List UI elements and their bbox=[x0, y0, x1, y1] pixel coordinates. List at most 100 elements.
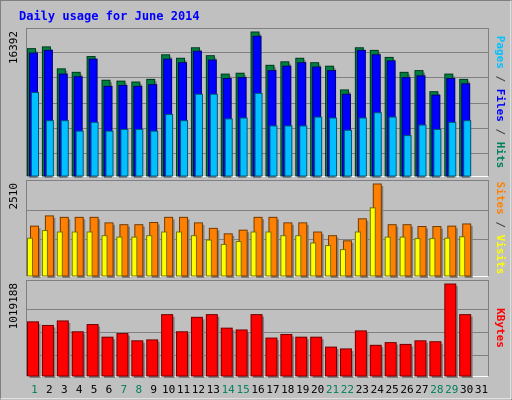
y-max-label: 1019188 bbox=[7, 283, 20, 329]
pages-bar-day-13 bbox=[209, 93, 218, 177]
kbytes-bar-day-26 bbox=[399, 343, 412, 377]
y-max-label: 16392 bbox=[7, 31, 20, 64]
sites-bar-day-1 bbox=[27, 237, 33, 277]
sites-bar-day-19 bbox=[295, 235, 302, 277]
kbytes-bar-day-20 bbox=[310, 336, 323, 377]
sites-bar-day-16 bbox=[250, 231, 257, 277]
kbytes-bar-day-7 bbox=[116, 333, 129, 377]
kbytes-bar-day-15 bbox=[235, 329, 248, 377]
pages-bar-day-19 bbox=[299, 125, 308, 177]
pages-bar-day-25 bbox=[388, 116, 397, 177]
x-tick-label-day-19: 19 bbox=[296, 383, 309, 396]
kbytes-bar-day-29 bbox=[444, 283, 457, 377]
x-tick-label-day-3: 3 bbox=[61, 383, 68, 396]
x-axis-day-labels: 1 2 3 4 5 6 7 8 9 10 11 12 13 14 15 16 17 18 19 20 21 22 23 24 2… bbox=[31, 383, 488, 396]
pages-bar-day-16 bbox=[254, 92, 263, 177]
pages-bar-day-18 bbox=[284, 125, 293, 177]
kbytes-bar-day-21 bbox=[325, 346, 338, 377]
kbytes-bar-day-30 bbox=[459, 314, 472, 377]
pages-bar-day-27 bbox=[418, 124, 427, 177]
x-tick-label-day-22: 22 bbox=[341, 383, 354, 396]
kbytes-bar-day-16 bbox=[250, 314, 263, 377]
kbytes-bar-day-2 bbox=[41, 324, 54, 377]
kbytes-bar-day-10 bbox=[161, 314, 174, 377]
pages-bar-day-7 bbox=[120, 128, 129, 177]
kbytes-bar-day-27 bbox=[414, 340, 427, 377]
pages-bar-day-14 bbox=[224, 118, 233, 177]
x-tick-label-day-2: 2 bbox=[46, 383, 53, 396]
series-axis-label-part-1: Sites bbox=[494, 182, 507, 215]
series-axis-label-part-1: KBytes bbox=[494, 308, 507, 348]
kbytes-bar-day-28 bbox=[429, 341, 442, 377]
kbytes-bar-day-17 bbox=[265, 337, 278, 377]
x-tick-label-day-21: 21 bbox=[326, 383, 339, 396]
kbytes-bar-day-25 bbox=[384, 342, 397, 377]
kbytes-bar-day-6 bbox=[101, 336, 114, 377]
x-tick-label-day-8: 8 bbox=[135, 383, 142, 396]
series-axis-label-part-3: Visits bbox=[494, 235, 507, 275]
x-tick-label-day-28: 28 bbox=[430, 383, 443, 396]
kbytes-bar-day-13 bbox=[205, 314, 218, 377]
series-axis-label: Sites / Visits bbox=[494, 182, 507, 275]
x-tick-label-day-30: 30 bbox=[460, 383, 473, 396]
sites-bar-day-26 bbox=[399, 236, 406, 277]
sites-bar-day-4 bbox=[71, 231, 78, 277]
sites-bar-day-30 bbox=[459, 236, 466, 277]
series-axis-label-part-2: / bbox=[494, 69, 507, 89]
pages-bar-day-26 bbox=[403, 135, 412, 177]
sites-bar-day-11 bbox=[176, 231, 183, 277]
sites-bar-day-18 bbox=[280, 235, 287, 277]
pages-bar-day-29 bbox=[448, 121, 457, 177]
x-tick-label-day-7: 7 bbox=[121, 383, 128, 396]
sites-bar-day-24 bbox=[369, 207, 376, 277]
sites-bar-day-3 bbox=[56, 231, 63, 277]
kbytes-bar-day-4 bbox=[71, 331, 84, 377]
series-axis-label: Pages / Files / Hits bbox=[494, 36, 507, 169]
sites-bar-day-9 bbox=[146, 235, 153, 277]
sites-bar-day-23 bbox=[354, 231, 361, 277]
pages-bar-day-30 bbox=[463, 120, 472, 177]
pages-bar-day-2 bbox=[45, 120, 54, 177]
kbytes-bar-day-5 bbox=[86, 324, 99, 377]
sites-bar-day-2 bbox=[41, 230, 48, 277]
pages-bar-day-23 bbox=[358, 117, 367, 177]
x-tick-label-day-9: 9 bbox=[150, 383, 157, 396]
series-axis-label: KBytes bbox=[494, 308, 507, 348]
x-tick-label-day-20: 20 bbox=[311, 383, 324, 396]
x-tick-label-day-23: 23 bbox=[356, 383, 369, 396]
sites-bar-day-20 bbox=[310, 242, 317, 277]
kbytes-bar-day-8 bbox=[131, 340, 144, 377]
kbytes-bar-day-12 bbox=[190, 316, 203, 377]
sites-bar-day-15 bbox=[235, 241, 242, 277]
x-tick-label-day-24: 24 bbox=[371, 383, 385, 396]
pages-bar-day-3 bbox=[60, 120, 69, 177]
pages-bar-day-11 bbox=[180, 120, 189, 177]
x-tick-label-day-5: 5 bbox=[91, 383, 98, 396]
kbytes-bar-day-23 bbox=[354, 330, 367, 377]
panel-3: 1019188 KBytes bbox=[7, 280, 507, 378]
kbytes-bar-day-19 bbox=[295, 336, 308, 377]
pages-bar-day-20 bbox=[314, 116, 323, 177]
sites-bar-day-22 bbox=[339, 249, 346, 277]
pages-bar-day-21 bbox=[329, 117, 338, 177]
kbytes-bar-day-14 bbox=[220, 327, 233, 377]
pages-bar-day-6 bbox=[105, 130, 114, 177]
series-axis-label-part-2: / bbox=[494, 215, 507, 235]
sites-bar-day-6 bbox=[101, 235, 108, 277]
x-tick-label-day-10: 10 bbox=[162, 383, 175, 396]
pages-bar-day-5 bbox=[90, 121, 99, 177]
x-tick-label-day-18: 18 bbox=[281, 383, 294, 396]
y-max-label: 2510 bbox=[7, 183, 20, 210]
pages-bar-day-17 bbox=[269, 125, 278, 177]
pages-bar-day-8 bbox=[135, 128, 144, 177]
x-tick-label-day-1: 1 bbox=[31, 383, 38, 396]
kbytes-bar-day-18 bbox=[280, 333, 293, 377]
kbytes-bar-day-24 bbox=[369, 344, 382, 377]
x-tick-label-day-15: 15 bbox=[236, 383, 249, 396]
x-tick-label-day-11: 11 bbox=[177, 383, 190, 396]
pages-bar-day-1 bbox=[31, 92, 39, 177]
sites-bar-day-14 bbox=[220, 243, 227, 277]
x-tick-label-day-29: 29 bbox=[445, 383, 458, 396]
chart-panels: 16392 Pages / Files / Hits 2510 Sites / Vis… bbox=[7, 28, 507, 378]
